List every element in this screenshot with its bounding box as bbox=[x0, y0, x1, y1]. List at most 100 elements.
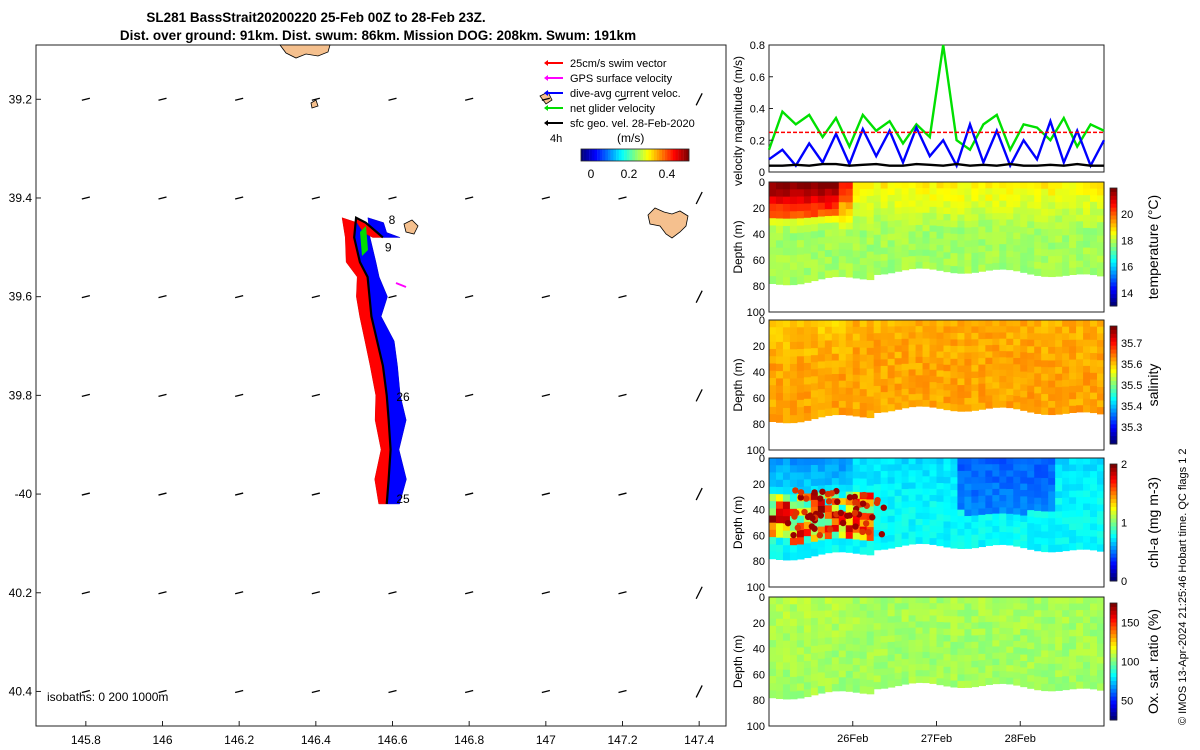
heatmap-cell bbox=[845, 236, 854, 244]
legend-label: net glider velocity bbox=[570, 103, 655, 115]
heatmap-cell bbox=[796, 597, 805, 605]
heatmap-cell bbox=[1055, 663, 1063, 671]
heatmap-cell bbox=[1097, 537, 1105, 546]
heatmap-cell bbox=[1076, 616, 1084, 624]
colorbar-cell bbox=[1110, 377, 1117, 382]
heatmap-cell bbox=[985, 370, 993, 378]
heatmap-cell bbox=[775, 196, 784, 205]
heatmap-cell bbox=[1083, 490, 1091, 498]
heatmap-cell bbox=[901, 507, 910, 515]
heatmap-cell bbox=[1097, 333, 1105, 341]
heatmap-cell bbox=[971, 680, 979, 688]
colorbar-cell bbox=[1110, 404, 1117, 410]
heatmap-cell bbox=[1048, 657, 1056, 665]
heatmap-cell bbox=[1055, 208, 1063, 217]
heatmap-cell bbox=[1027, 675, 1035, 683]
heatmap-cell bbox=[817, 251, 826, 259]
heatmap-cell bbox=[1069, 669, 1077, 677]
heatmap-cell bbox=[1055, 524, 1063, 532]
heatmap-cell bbox=[887, 654, 896, 662]
heatmap-cell bbox=[1083, 464, 1091, 472]
heatmap-cell bbox=[796, 276, 805, 285]
heatmap-cell bbox=[782, 415, 791, 424]
heatmap-cell bbox=[894, 615, 903, 623]
heatmap-cell bbox=[922, 393, 931, 401]
colorbar-cell bbox=[1110, 696, 1117, 701]
heatmap-cell bbox=[1069, 320, 1077, 328]
heatmap-cell bbox=[929, 640, 938, 647]
heatmap-cell bbox=[1034, 182, 1042, 190]
heatmap-cell bbox=[1076, 477, 1084, 485]
heatmap-cell bbox=[817, 216, 826, 225]
heatmap-cell bbox=[894, 201, 903, 209]
heatmap-cell bbox=[999, 256, 1007, 264]
heatmap-cell bbox=[831, 188, 840, 197]
y-tick-label: 20 bbox=[753, 618, 765, 630]
heatmap-cell bbox=[880, 208, 889, 216]
geo-velocity-arrow bbox=[158, 492, 167, 496]
heatmap-cell bbox=[985, 194, 993, 202]
colorbar-cell bbox=[1110, 538, 1117, 543]
heatmap-cell bbox=[831, 367, 840, 375]
heatmap-cell bbox=[1069, 616, 1077, 624]
heatmap-cell bbox=[782, 385, 791, 394]
heatmap-cell bbox=[1062, 491, 1070, 499]
colorbar-cell bbox=[1110, 642, 1117, 647]
heatmap-cell bbox=[999, 621, 1007, 629]
heatmap-cell bbox=[838, 222, 847, 230]
colorbar-cell bbox=[1110, 673, 1117, 678]
heatmap-cell bbox=[992, 250, 1000, 258]
heatmap-cell bbox=[1083, 221, 1091, 229]
heatmap-cell bbox=[1069, 471, 1077, 479]
title-line-1: SL281 BassStrait20200220 25-Feb 00Z to 2… bbox=[146, 10, 485, 25]
heatmap-cell bbox=[936, 194, 945, 202]
heatmap-cell bbox=[978, 540, 986, 548]
heatmap-cell bbox=[789, 501, 798, 510]
geo-velocity-arrow bbox=[465, 295, 474, 299]
heatmap-cell bbox=[1020, 477, 1028, 485]
heatmap-cell bbox=[852, 257, 861, 265]
heatmap-cell bbox=[817, 540, 826, 548]
heatmap-cell bbox=[880, 267, 889, 275]
x-tick-label: 146.8 bbox=[454, 733, 484, 747]
colorbar-cell bbox=[1110, 365, 1117, 370]
heatmap-cell bbox=[845, 381, 854, 389]
heatmap-cell bbox=[1013, 520, 1021, 528]
heatmap-cell bbox=[859, 533, 868, 541]
heatmap-cell bbox=[1006, 640, 1014, 648]
heatmap-cell bbox=[915, 326, 924, 333]
heatmap-cell bbox=[1027, 333, 1035, 341]
heatmap-cell bbox=[929, 382, 938, 389]
heatmap-cell bbox=[803, 398, 812, 407]
heatmap-cell bbox=[838, 630, 847, 638]
heatmap-cell bbox=[796, 356, 805, 365]
heatmap-cell bbox=[922, 381, 931, 389]
heatmap-cell bbox=[957, 541, 966, 550]
heatmap-cell bbox=[922, 676, 931, 684]
heatmap-cell bbox=[824, 374, 833, 382]
heatmap-cell bbox=[950, 259, 959, 267]
heatmap-cell bbox=[852, 644, 861, 652]
heatmap-cell bbox=[992, 652, 1000, 660]
heatmap-cell bbox=[859, 471, 868, 480]
heatmap-cell bbox=[922, 670, 931, 677]
heatmap-cell bbox=[1048, 498, 1056, 506]
heatmap-cell bbox=[845, 249, 854, 258]
heatmap-cell bbox=[915, 512, 924, 520]
heatmap-cell bbox=[1034, 530, 1042, 539]
colorbar-cell bbox=[1110, 357, 1117, 362]
heatmap-cell bbox=[922, 262, 931, 269]
heatmap-cell bbox=[803, 529, 812, 537]
heatmap-cell bbox=[852, 195, 861, 204]
heatmap-cell bbox=[901, 263, 910, 271]
geo-velocity-arrow bbox=[235, 196, 244, 200]
heatmap-cell bbox=[1097, 269, 1105, 277]
heatmap-cell bbox=[866, 251, 875, 260]
heatmap-cell bbox=[929, 357, 938, 365]
heatmap-cell bbox=[1062, 517, 1070, 525]
heatmap-cell bbox=[775, 356, 784, 365]
heatmap-cell bbox=[908, 357, 917, 364]
heatmap-cell bbox=[1013, 377, 1021, 384]
heatmap-cell bbox=[845, 644, 854, 652]
heatmap-cell bbox=[1097, 603, 1105, 611]
